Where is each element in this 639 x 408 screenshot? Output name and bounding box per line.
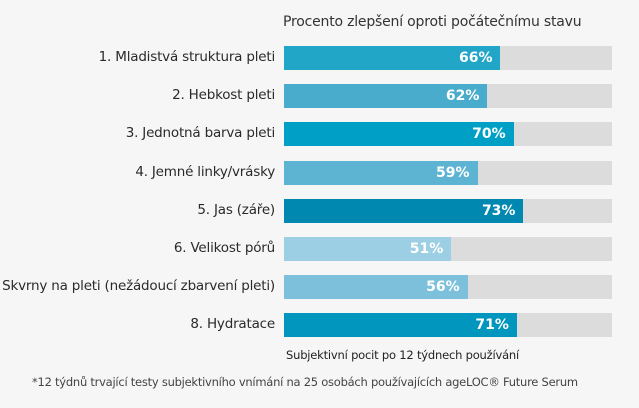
data-label: 73% bbox=[481, 202, 516, 219]
bar-track: 71% bbox=[284, 313, 612, 338]
bar bbox=[284, 122, 514, 147]
data-label: 66% bbox=[458, 50, 493, 66]
bar bbox=[284, 313, 517, 338]
bar-track: 59% bbox=[284, 160, 612, 185]
category-label: 2. Hebkost pleti bbox=[172, 87, 275, 104]
bar-track: 51% bbox=[284, 237, 612, 261]
category-label: 7. Skvrny na pleti (nežádoucí zbarvení p… bbox=[0, 278, 275, 295]
bar-track: 62% bbox=[284, 84, 612, 109]
data-label: 62% bbox=[445, 88, 480, 105]
category-label: 1. Mladistvá struktura pleti bbox=[98, 49, 276, 65]
bar bbox=[284, 46, 501, 70]
bar bbox=[284, 275, 468, 300]
bar bbox=[284, 84, 488, 109]
category-label: 8. Hydratace bbox=[190, 316, 275, 333]
category-label: 5. Jas (záře) bbox=[197, 201, 275, 218]
data-label: 51% bbox=[409, 241, 444, 257]
data-label: 56% bbox=[426, 279, 460, 296]
category-label: 4. Jemné linky/vrásky bbox=[135, 163, 275, 180]
bar-track: 70% bbox=[284, 122, 612, 147]
category-label: 6. Velikost pórů bbox=[173, 240, 275, 256]
category-label: 3. Jednotná barva pleti bbox=[125, 125, 275, 142]
chart-title: Procento zlepšení oproti počátečnímu sta… bbox=[283, 14, 582, 30]
data-label: 70% bbox=[472, 126, 506, 143]
footnote: *12 týdnů trvající testy subjektivního v… bbox=[32, 375, 578, 389]
bar bbox=[284, 237, 452, 261]
data-label: 59% bbox=[436, 164, 470, 181]
x-axis-label: Subjektivní pocit po 12 týdnech používán… bbox=[286, 348, 520, 362]
bar-track: 66% bbox=[284, 46, 612, 70]
bar bbox=[284, 160, 478, 185]
bar-track: 73% bbox=[284, 198, 612, 223]
bar-track: 56% bbox=[284, 275, 612, 300]
bar bbox=[284, 198, 524, 223]
data-label: 71% bbox=[475, 317, 509, 334]
